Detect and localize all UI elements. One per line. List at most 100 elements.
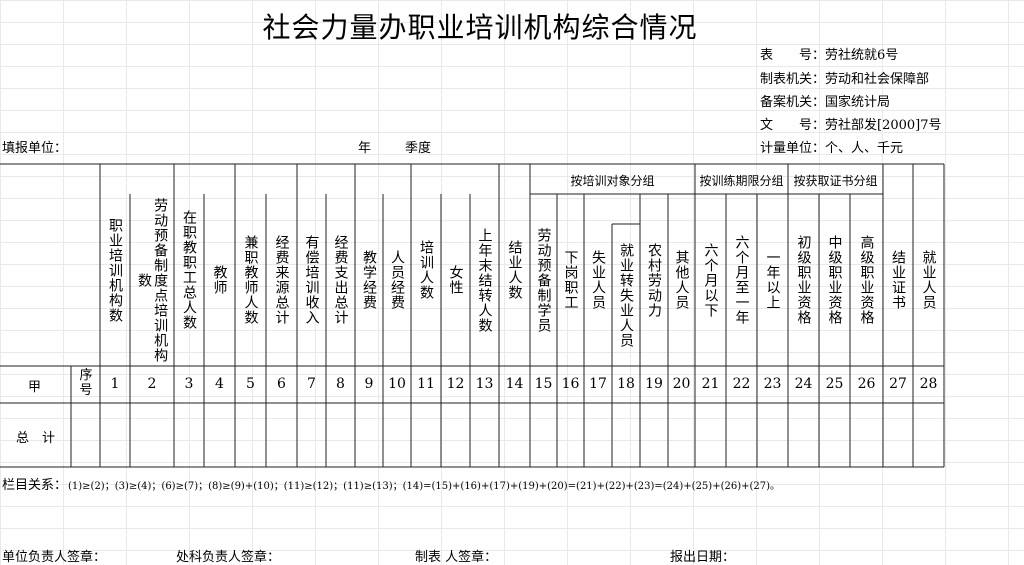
column-header-label: 下岗职工 bbox=[562, 250, 579, 310]
column-header-22: 六个月至一年 bbox=[726, 194, 757, 366]
column-header-3: 在职教职工总人数 bbox=[174, 174, 204, 366]
column-header-label: 培训人数 bbox=[418, 240, 435, 300]
relation-text: (1)≥(2)；(3)≥(4)；(6)≥(7)；(8)≥(9)+(10)；(11… bbox=[68, 481, 781, 492]
column-header-label: 六个月至一年 bbox=[733, 235, 750, 325]
column-number-18: 18 bbox=[617, 376, 635, 392]
column-header-6: 经费来源总计 bbox=[266, 194, 297, 366]
column-number-14: 14 bbox=[505, 376, 524, 392]
column-header-label: 人员经费 bbox=[389, 250, 406, 310]
column-number-22: 22 bbox=[732, 376, 751, 392]
column-header-label: 高级职业资格 bbox=[858, 235, 875, 325]
column-header-label: 有偿培训收入 bbox=[303, 235, 320, 325]
column-header-label: 初级职业资格 bbox=[795, 235, 812, 325]
column-number-19: 19 bbox=[645, 376, 663, 392]
column-number-2: 2 bbox=[147, 376, 157, 392]
column-number-24: 24 bbox=[794, 376, 813, 392]
column-header-14: 结业人数 bbox=[499, 174, 530, 366]
row-label-total: 总 计 bbox=[16, 431, 56, 446]
column-header-27: 结业证书 bbox=[883, 194, 913, 366]
column-header-label: 农村劳动力 bbox=[646, 242, 663, 318]
column-header-7: 有偿培训收入 bbox=[297, 194, 326, 366]
column-header-4: 教师 bbox=[204, 194, 235, 366]
meta-issuer: 制表机关：劳动和社会保障部 bbox=[760, 72, 930, 87]
column-header-label: 教学经费 bbox=[361, 250, 378, 310]
column-number-17: 17 bbox=[589, 376, 607, 392]
meta-approver: 备案机关：国家统计局 bbox=[760, 95, 891, 110]
footer-dept-head: 处科负责人签章： bbox=[176, 550, 281, 565]
column-header-20: 其他人员 bbox=[668, 194, 695, 366]
column-header-5: 兼职教师人数 bbox=[235, 194, 266, 366]
footer-unit-head: 单位负责人签章： bbox=[2, 550, 107, 565]
column-header-label: 劳动预备制度点培训机构数 bbox=[136, 197, 169, 363]
column-number-23: 23 bbox=[763, 376, 782, 392]
column-number-9: 9 bbox=[364, 376, 374, 392]
column-header-2: 劳动预备制度点培训机构数 bbox=[130, 194, 174, 366]
column-header-label: 一年以上 bbox=[764, 250, 781, 310]
column-header-label: 职业培训机构数 bbox=[107, 217, 124, 323]
column-number-27: 27 bbox=[889, 376, 907, 392]
column-number-13: 13 bbox=[475, 376, 494, 392]
column-header-label: 女性 bbox=[447, 265, 464, 295]
column-header-label: 经费支出总计 bbox=[332, 235, 349, 325]
column-header-13: 上年末结转人数 bbox=[470, 194, 499, 366]
column-header-1: 职业培训机构数 bbox=[100, 174, 130, 366]
column-header-label: 就业转失业人员 bbox=[618, 242, 635, 348]
column-header-label: 上年末结转人数 bbox=[476, 227, 493, 333]
column-header-26: 高级职业资格 bbox=[850, 194, 883, 366]
quarter-label: 季度 bbox=[405, 141, 432, 156]
meta-unit: 计量单位：个、人、千元 bbox=[760, 141, 904, 156]
column-header-10: 人员经费 bbox=[383, 194, 411, 366]
column-header-19: 农村劳动力 bbox=[640, 194, 668, 366]
column-number-6: 6 bbox=[277, 376, 286, 392]
column-number-1: 1 bbox=[110, 376, 120, 392]
page-title: 社会力量办职业培训机构综合情况 bbox=[262, 11, 698, 44]
column-header-label: 兼职教师人数 bbox=[242, 235, 259, 325]
row-label-seq: 序号 bbox=[79, 368, 93, 398]
column-header-23: 一年以上 bbox=[757, 194, 788, 366]
column-number-7: 7 bbox=[307, 376, 316, 392]
group-by-period: 按训练期限分组 bbox=[699, 174, 784, 188]
column-number-16: 16 bbox=[561, 376, 580, 392]
column-header-label: 中级职业资格 bbox=[826, 235, 843, 325]
footer-date: 报出日期： bbox=[670, 550, 736, 565]
group-by-cert: 按获取证书分组 bbox=[793, 174, 878, 188]
column-header-label: 在职教职工总人数 bbox=[181, 210, 198, 330]
column-number-10: 10 bbox=[388, 376, 406, 392]
meta-doc-no: 文 号：劳社部发[2000]7号 bbox=[760, 118, 942, 133]
column-header-label: 结业证书 bbox=[890, 250, 907, 310]
column-header-label: 其他人员 bbox=[673, 250, 690, 310]
column-header-11: 培训人数 bbox=[411, 174, 441, 366]
column-number-26: 26 bbox=[857, 376, 876, 392]
fill-unit-label: 填报单位： bbox=[2, 141, 68, 156]
column-header-label: 六个月以下 bbox=[702, 242, 719, 318]
footer-maker: 制表 人签章： bbox=[415, 550, 498, 565]
column-header-label: 结业人数 bbox=[506, 240, 523, 300]
group-by-object: 按培训对象分组 bbox=[570, 174, 655, 188]
column-header-8: 经费支出总计 bbox=[326, 194, 355, 366]
column-header-12: 女性 bbox=[441, 194, 470, 366]
column-number-11: 11 bbox=[417, 376, 435, 392]
column-header-28: 就业人员 bbox=[913, 194, 944, 366]
column-header-21: 六个月以下 bbox=[695, 194, 726, 366]
column-header-label: 经费来源总计 bbox=[273, 235, 290, 325]
row-label-jia: 甲 bbox=[28, 380, 42, 395]
column-header-18: 就业转失业人员 bbox=[612, 224, 640, 366]
column-number-4: 4 bbox=[215, 376, 224, 392]
year-label: 年 bbox=[358, 141, 372, 156]
relation-label: 栏目关系： bbox=[2, 478, 68, 493]
column-number-20: 20 bbox=[672, 376, 691, 392]
column-number-28: 28 bbox=[919, 376, 938, 392]
column-number-12: 12 bbox=[446, 376, 465, 392]
column-number-21: 21 bbox=[701, 376, 720, 392]
column-header-15: 劳动预备制学员 bbox=[530, 194, 557, 366]
column-number-8: 8 bbox=[336, 376, 345, 392]
column-header-label: 教师 bbox=[211, 265, 228, 295]
column-number-3: 3 bbox=[184, 376, 194, 392]
column-number-25: 25 bbox=[825, 376, 844, 392]
column-header-17: 失业人员 bbox=[584, 194, 612, 366]
column-header-9: 教学经费 bbox=[355, 194, 383, 366]
column-number-5: 5 bbox=[246, 376, 255, 392]
column-header-label: 失业人员 bbox=[590, 250, 607, 310]
